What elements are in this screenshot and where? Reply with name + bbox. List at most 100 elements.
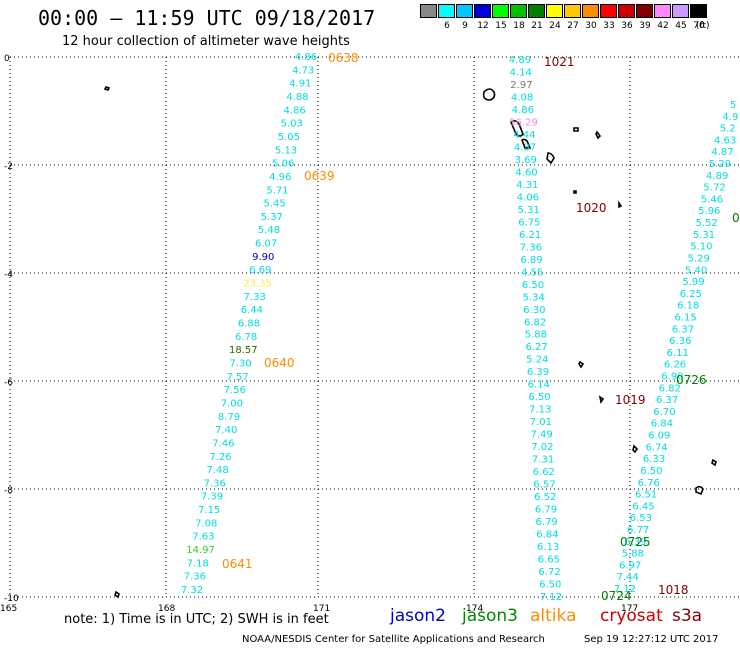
wave-height-value: 4.06 bbox=[517, 192, 539, 203]
wave-height-value: 6.21 bbox=[519, 230, 541, 241]
island-outline bbox=[114, 590, 120, 599]
wave-height-value: 7.44 bbox=[617, 572, 639, 583]
wave-height-value: 6.90 bbox=[661, 372, 683, 383]
wave-height-value: 5.52 bbox=[696, 218, 718, 229]
wave-height-value: 7.26 bbox=[209, 452, 231, 463]
colorbar-swatch bbox=[510, 4, 527, 18]
wave-height-value: 7.32 bbox=[181, 585, 203, 596]
wave-height-value: 6.89 bbox=[520, 255, 542, 266]
wave-height-value: 6.27 bbox=[525, 342, 547, 353]
wave-height-value: 6.69 bbox=[249, 265, 271, 276]
colorbar-swatch bbox=[474, 4, 491, 18]
wave-height-value: 6.44 bbox=[241, 305, 263, 316]
wave-height-value: 6.45 bbox=[632, 501, 654, 512]
wave-height-value: 6.53 bbox=[630, 513, 652, 524]
latitude-label: -6 bbox=[4, 378, 13, 388]
wave-height-value: 18.57 bbox=[229, 345, 258, 356]
wave-height-value: 8.79 bbox=[218, 412, 240, 423]
wave-height-value: 4.63 bbox=[714, 135, 736, 146]
colorbar-label: 27 bbox=[567, 21, 579, 31]
colorbar-swatch bbox=[654, 4, 671, 18]
pass-time-label: 0726 bbox=[676, 373, 707, 387]
wave-height-value: 6.37 bbox=[672, 324, 694, 335]
wave-height-value: 6.33 bbox=[643, 454, 665, 465]
wave-height-value: 7.02 bbox=[531, 442, 553, 453]
wave-height-value: 4.37 bbox=[514, 142, 536, 153]
wave-height-value: 2.97 bbox=[510, 80, 532, 91]
colorbar-label: 39 bbox=[639, 21, 651, 31]
generated-timestamp: Sep 19 12:27:12 UTC 2017 bbox=[584, 634, 719, 645]
wave-height-value: 5.05 bbox=[278, 132, 300, 143]
wave-height-value: 5.72 bbox=[703, 183, 725, 194]
wave-height-value: 5.03 bbox=[281, 119, 303, 130]
wave-height-value: 5.13 bbox=[275, 145, 297, 156]
wave-height-value: 6.82 bbox=[659, 383, 681, 394]
wave-height-value: 5.40 bbox=[685, 265, 707, 276]
wave-height-value: 4.96 bbox=[269, 172, 291, 183]
wave-height-value: 5 bbox=[730, 100, 736, 111]
wave-height-value: 6.57 bbox=[533, 480, 555, 491]
wave-height-value: 7.12 bbox=[614, 584, 636, 595]
colorbar-label: 15 bbox=[495, 21, 507, 31]
island-outline bbox=[520, 138, 532, 149]
wave-height-value: 5.24 bbox=[526, 355, 548, 366]
wave-height-value: 4.89 bbox=[706, 171, 728, 182]
wave-height-value: 5.37 bbox=[261, 212, 283, 223]
colorbar-label: 9 bbox=[462, 21, 468, 31]
satellite-legend-item: altika bbox=[530, 606, 577, 626]
colorbar-label: 30 bbox=[585, 21, 597, 31]
colorbar-swatch bbox=[672, 4, 689, 18]
colorbar-swatch bbox=[582, 4, 599, 18]
colorbar-label: 36 bbox=[621, 21, 633, 31]
longitude-label: 168 bbox=[158, 604, 175, 614]
wave-height-value: 6.14 bbox=[528, 380, 550, 391]
credit-line: NOAA/NESDIS Center for Satellite Applica… bbox=[242, 634, 545, 645]
pass-time-label: 0640 bbox=[264, 356, 295, 370]
wave-height-value: 9.90 bbox=[252, 252, 274, 263]
satellite-legend-item: jason2 bbox=[390, 606, 446, 626]
wave-height-colorbar: 6 9 12 15 18 21 24 27 30 33 36 39 42 45 70 (ft) bbox=[420, 4, 729, 34]
wave-height-value: 7.46 bbox=[212, 438, 234, 449]
wave-height-value: 6.50 bbox=[528, 392, 550, 403]
wave-height-value: 6.79 bbox=[535, 505, 557, 516]
wave-height-value: 6.77 bbox=[627, 525, 649, 536]
pass-time-label: 1018 bbox=[658, 583, 689, 597]
wave-height-value: 7.57 bbox=[226, 372, 248, 383]
satellite-legend-item: cryosat bbox=[600, 606, 663, 626]
wave-height-value: 6.11 bbox=[667, 348, 689, 359]
longitude-label: 177 bbox=[621, 604, 638, 614]
colorbar-unit: (ft) bbox=[696, 21, 710, 31]
longitude-label: 171 bbox=[313, 604, 330, 614]
map-subtitle: 12 hour collection of altimeter wave hei… bbox=[62, 34, 350, 49]
wave-height-value: 5.10 bbox=[690, 242, 712, 253]
wave-height-value: 6.75 bbox=[518, 217, 540, 228]
colorbar-swatch bbox=[420, 4, 437, 18]
wave-height-value: 6.84 bbox=[536, 530, 558, 541]
wave-height-value: 5.46 bbox=[701, 194, 723, 205]
wave-height-value: 5.96 bbox=[698, 206, 720, 217]
colorbar-label: 70 bbox=[693, 21, 705, 31]
wave-height-value: 7.63 bbox=[192, 532, 214, 543]
wave-height-value: 4.73 bbox=[292, 65, 314, 76]
latitude-label: -8 bbox=[4, 486, 13, 496]
wave-height-value: 7.12 bbox=[540, 592, 562, 603]
latitude-label: -4 bbox=[4, 270, 13, 280]
wave-height-value: 4.87 bbox=[711, 147, 733, 158]
colorbar-label: 45 bbox=[675, 21, 687, 31]
wave-height-value: 5.88 bbox=[622, 549, 644, 560]
wave-height-value: 5.29 bbox=[709, 159, 731, 170]
wave-height-value: 6.36 bbox=[669, 336, 691, 347]
wave-height-value: 6.25 bbox=[680, 289, 702, 300]
wave-height-value: 6.78 bbox=[235, 332, 257, 343]
wave-height-value: 4.55 bbox=[521, 267, 543, 278]
wave-height-value: 23.35 bbox=[243, 279, 272, 290]
map-title: 00:00 – 11:59 UTC 09/18/2017 bbox=[38, 6, 376, 30]
wave-height-value: 7.18 bbox=[187, 558, 209, 569]
wave-height-value: 6.52 bbox=[534, 492, 556, 503]
wave-height-value: 7.48 bbox=[207, 465, 229, 476]
wave-height-value: 5.99 bbox=[682, 277, 704, 288]
pass-time-label: 0641 bbox=[222, 557, 253, 571]
